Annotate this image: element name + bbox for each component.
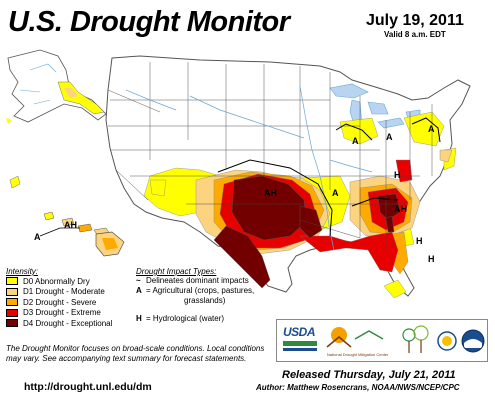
disclaimer-note: The Drought Monitor focuses on broad-sca… <box>6 344 265 363</box>
impact-line-text: Delineates dominant impacts <box>146 276 249 285</box>
legend-heading: Intensity: <box>6 267 39 276</box>
legend-swatch-d2 <box>6 298 18 307</box>
impact-h-symbol: H <box>136 314 142 323</box>
ndmc-wordmark: National Drought Mitigation Center <box>327 352 389 357</box>
impact-h-text: = Hydrological (water) <box>146 314 225 323</box>
release-date: Released Thursday, July 21, 2011 <box>282 369 456 381</box>
impact-label-h-carolinas: H <box>394 170 401 180</box>
commerce-seal-icon <box>437 331 457 351</box>
impact-label-ah-southeast: AH <box>394 204 407 214</box>
impact-a-symbol: A <box>136 286 142 295</box>
usda-logo: USDA <box>283 325 317 351</box>
legend-label-d0: D0 Abnormally Dry <box>23 276 90 286</box>
impact-row-a: A = Agricultural (crops, pastures, <box>136 286 276 296</box>
legend-label-d2: D2 Drought - Severe <box>23 297 97 307</box>
impact-label-ah-hawaii: AH <box>64 220 77 230</box>
legend-item-d3: D3 Drought - Extreme <box>6 308 112 319</box>
impact-label-h-georgia: H <box>416 236 423 246</box>
trees-logo-icon <box>402 325 429 353</box>
impact-label-ah-plains: AH <box>264 188 277 198</box>
impact-label-a-ohio: A <box>386 132 393 142</box>
impact-lines <box>217 117 441 237</box>
impact-heading: Drought Impact Types: <box>136 267 217 276</box>
intensity-legend: D0 Abnormally Dry D1 Drought - Moderate … <box>6 276 112 329</box>
impact-row-line: ~ Delineates dominant impacts <box>136 276 276 286</box>
legend-swatch-d0 <box>6 277 18 286</box>
d4-areas <box>213 175 401 289</box>
legend-item-d4: D4 Drought - Exceptional <box>6 318 112 329</box>
impact-legend: ~ Delineates dominant impacts A = Agricu… <box>136 276 276 324</box>
impact-label-h-florida: H <box>428 254 435 264</box>
impact-a-text: = Agricultural (crops, pastures, <box>146 286 255 295</box>
drought-monitor-link[interactable]: http://drought.unl.edu/dm <box>24 381 152 393</box>
impact-a-text-cont: grasslands) <box>184 296 226 305</box>
author-credit: Author: Matthew Rosencrans, NOAA/NWS/NCE… <box>256 383 460 392</box>
valid-time: Valid 8 a.m. EDT <box>384 30 446 39</box>
legend-label-d1: D1 Drought - Moderate <box>23 287 105 297</box>
legend-swatch-d4 <box>6 319 18 328</box>
legend-item-d0: D0 Abnormally Dry <box>6 276 112 287</box>
hawaii-map <box>39 211 125 257</box>
alaska-map <box>6 49 107 189</box>
map-date: July 19, 2011 <box>366 12 464 29</box>
ndmc-logo: National Drought Mitigation Center <box>326 327 389 357</box>
legend-swatch-d3 <box>6 308 18 317</box>
partner-logos: USDA National Drought Mitigation Center <box>276 319 488 362</box>
impact-label-a-lower-miss: A <box>332 188 339 198</box>
impact-label-a-midwest: A <box>352 136 359 146</box>
impact-line-icon: ~ <box>136 276 141 285</box>
map-title: U.S. Drought Monitor <box>8 6 290 38</box>
impact-label-a-mid-atlantic: A <box>428 124 435 134</box>
usda-wordmark: USDA <box>283 325 316 339</box>
legend-item-d2: D2 Drought - Severe <box>6 297 112 308</box>
legend-label-d4: D4 Drought - Exceptional <box>23 318 113 328</box>
legend-swatch-d1 <box>6 287 18 296</box>
legend-item-d1: D1 Drought - Moderate <box>6 287 112 298</box>
noaa-seal-icon <box>461 329 485 353</box>
legend-label-d3: D3 Drought - Extreme <box>23 308 101 318</box>
impact-row-a-cont: grasslands) <box>136 296 276 306</box>
state-borders <box>107 62 433 250</box>
impact-label-a-hawaii: A <box>34 232 41 242</box>
impact-row-h: H = Hydrological (water) <box>136 314 276 324</box>
